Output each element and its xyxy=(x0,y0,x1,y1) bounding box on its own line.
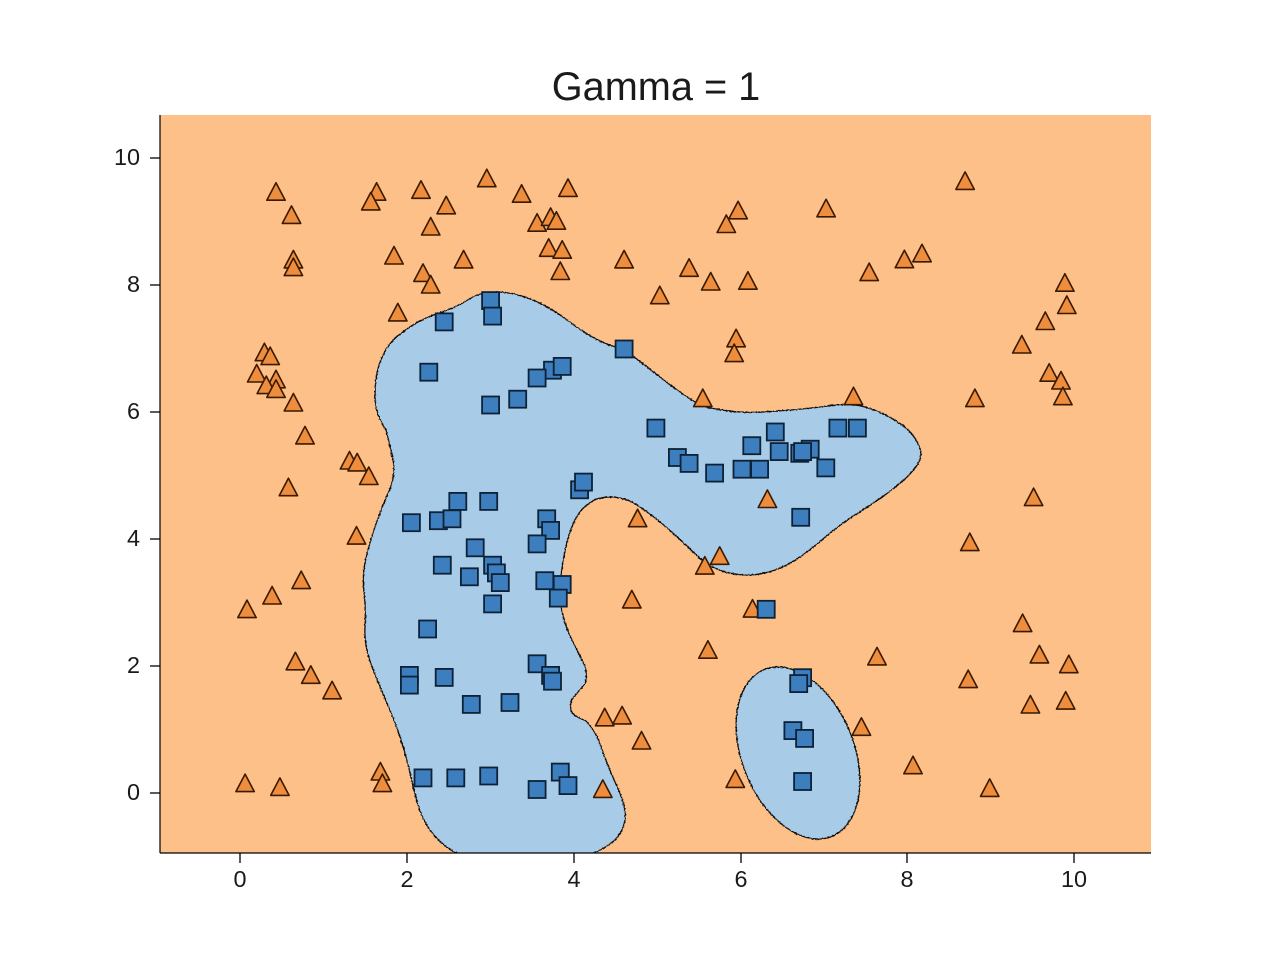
svg-text:10: 10 xyxy=(114,144,140,170)
svg-text:2: 2 xyxy=(127,652,140,678)
svg-text:6: 6 xyxy=(127,398,140,424)
svg-text:4: 4 xyxy=(567,866,580,892)
svg-text:2: 2 xyxy=(400,866,413,892)
svg-text:Gamma = 1: Gamma = 1 xyxy=(552,65,760,109)
svg-text:8: 8 xyxy=(900,866,913,892)
svg-text:0: 0 xyxy=(127,779,140,805)
svg-text:10: 10 xyxy=(1061,866,1087,892)
svg-text:0: 0 xyxy=(233,866,246,892)
svg-text:8: 8 xyxy=(127,271,140,297)
svg-text:4: 4 xyxy=(127,525,140,551)
svg-text:6: 6 xyxy=(734,866,747,892)
